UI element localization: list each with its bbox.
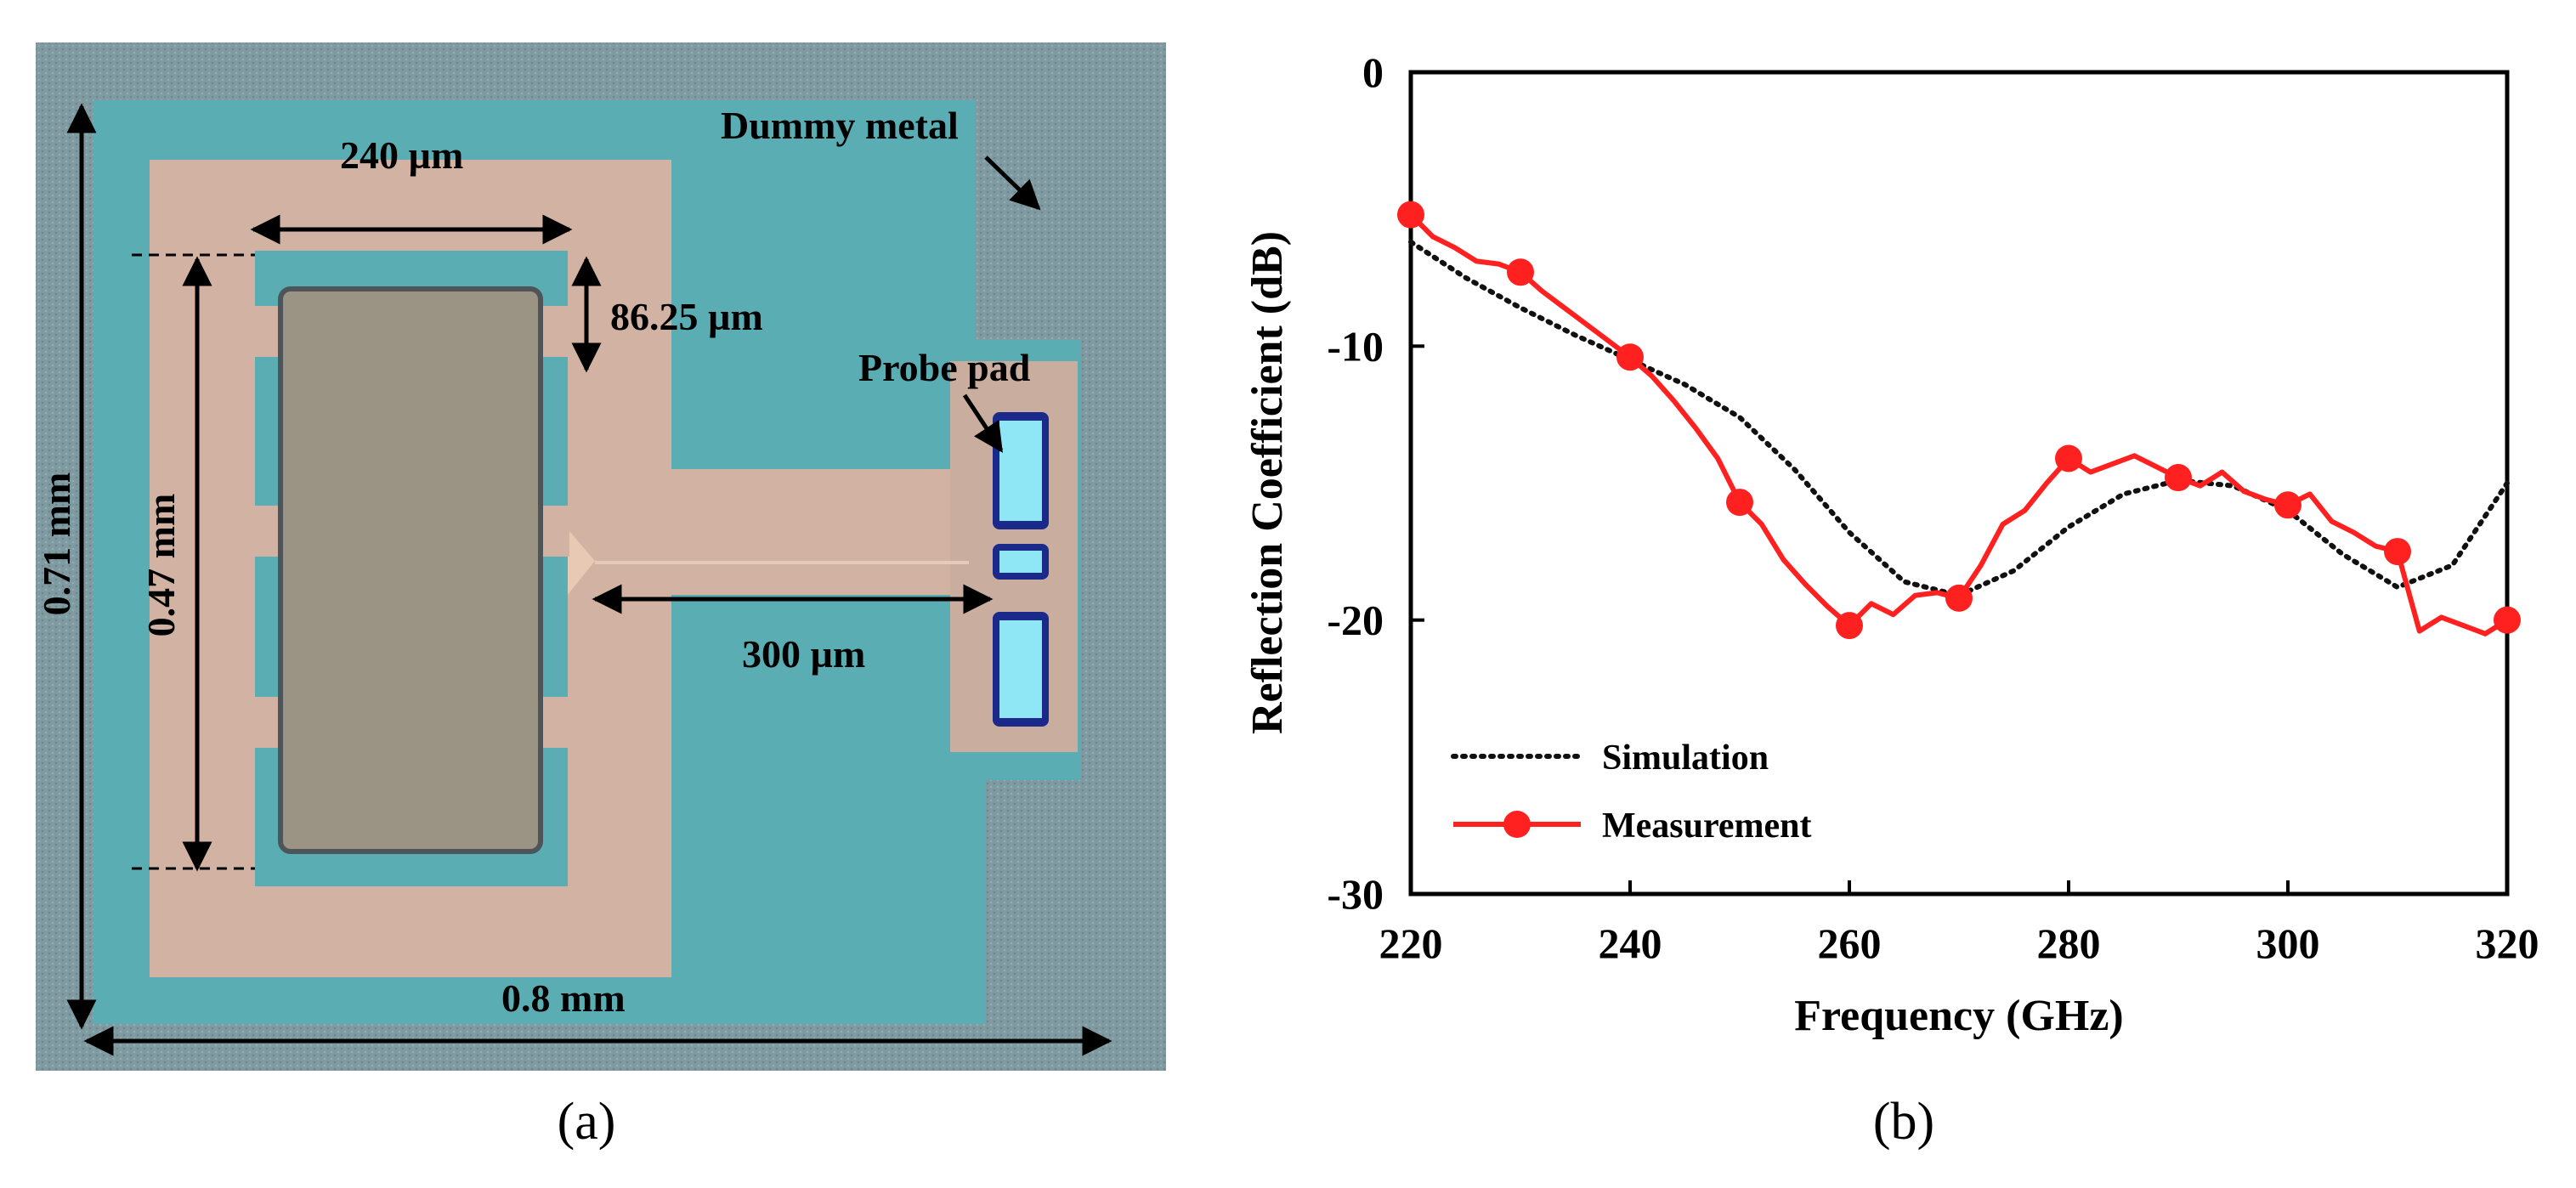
x-tick-label: 320: [2476, 919, 2539, 967]
x-tick-label: 240: [1599, 919, 1662, 967]
measurement-marker: [2384, 538, 2411, 566]
chip-micrograph: 240 µm 86.25 µm Dummy metal Probe pad 30…: [35, 42, 1166, 1151]
series-simulation-line: [1408, 239, 2510, 598]
x-tick-label: 300: [2256, 919, 2320, 967]
measurement-marker: [2055, 444, 2082, 472]
label-0-8mm: 0.8 mm: [501, 976, 626, 1020]
measurement-marker: [2165, 464, 2192, 492]
x-axis-label: Frequency (GHz): [1794, 992, 2124, 1040]
caption-b: (b): [1873, 1093, 1934, 1151]
measurement-marker: [1616, 343, 1644, 371]
measurement-marker: [1397, 201, 1424, 229]
measurement-marker: [1507, 258, 1534, 286]
label-86-25um: 86.25 µm: [610, 295, 763, 338]
chart-panel: 220 240 260 280 300 320 0 -10 -20 -30 Simulation…: [1173, 0, 2576, 1184]
measurement-marker: [2494, 606, 2521, 634]
label-0-71mm: 0.71 mm: [35, 472, 78, 616]
measurement-marker: [1945, 584, 1973, 612]
y-tick-label: -30: [1327, 870, 1384, 918]
label-240um: 240 µm: [340, 133, 463, 177]
label-300um: 300 µm: [742, 632, 865, 676]
series-layer: [1408, 212, 2510, 636]
measurement-marker: [1726, 489, 1753, 517]
y-axis: 0 -10 -20 -30: [1327, 48, 1424, 918]
label-dummy-metal: Dummy metal: [721, 104, 959, 147]
label-probe-pad: Probe pad: [858, 346, 1031, 389]
y-tick-label: 0: [1362, 48, 1384, 96]
x-tick-label: 260: [1818, 919, 1882, 967]
legend-label-measurement: Measurement: [1602, 806, 1811, 846]
legend: Simulation Measurement: [1451, 738, 1811, 846]
reflection-chart: 220 240 260 280 300 320 0 -10 -20 -30 Simulation…: [1243, 48, 2539, 1151]
y-tick-label: -10: [1327, 322, 1384, 370]
chip-micrograph-panel: 240 µm 86.25 µm Dummy metal Probe pad 30…: [0, 0, 1173, 1184]
dummy-metal-pointer: [984, 156, 1041, 211]
caption-a: (a): [558, 1093, 616, 1151]
y-axis-label: Reflection Coefficient (dB): [1243, 231, 1292, 734]
y-tick-label: -20: [1327, 597, 1384, 644]
legend-marker: [1503, 811, 1531, 838]
patch-element: [278, 286, 543, 854]
measurement-marker: [2274, 491, 2301, 519]
x-tick-label: 220: [1379, 919, 1443, 967]
marker-layer: [1397, 201, 2521, 640]
series-measurement-line: [1408, 212, 2509, 636]
x-tick-label: 280: [2037, 919, 2101, 967]
measurement-marker: [1836, 612, 1863, 640]
x-axis: 220 240 260 280 300 320: [1379, 880, 2539, 967]
label-0-47mm: 0.47 mm: [139, 494, 183, 637]
legend-label-simulation: Simulation: [1602, 738, 1769, 778]
probe-pad-pointer: [962, 393, 1004, 453]
plot-frame: [1408, 70, 2510, 897]
